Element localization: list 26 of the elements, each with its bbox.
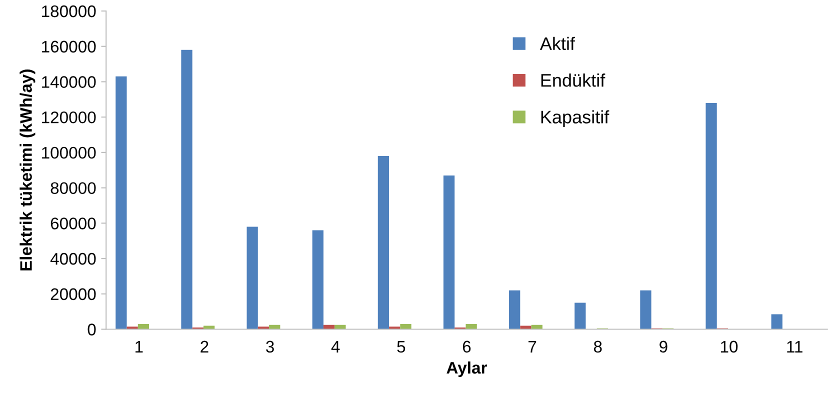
y-tick-label: 180000 — [42, 5, 96, 18]
x-tick-label: 2 — [200, 340, 208, 352]
legend-label: Endüktif — [541, 74, 606, 87]
y-tick-label: 0 — [88, 324, 96, 336]
y-tick-label: 140000 — [42, 76, 96, 88]
legend-label: Kapasitif — [541, 110, 610, 128]
x-tick-label: 3 — [266, 340, 274, 353]
x-tick-label: 11 — [787, 340, 802, 352]
x-tick-label: 10 — [720, 340, 738, 353]
y-tick-label: 40000 — [50, 252, 96, 265]
x-tick-label: 5 — [397, 340, 406, 353]
x-tick-label: 7 — [528, 340, 536, 352]
x-axis-title: Aylar — [446, 361, 488, 377]
y-tick-label: 120000 — [42, 111, 96, 124]
x-tick-label: 6 — [462, 340, 471, 353]
y-tick-label: 60000 — [50, 218, 96, 230]
x-tick-label: 1 — [136, 340, 143, 352]
x-tick-label: 4 — [331, 340, 340, 352]
y-tick-label: 160000 — [42, 40, 96, 53]
y-tick-label: 80000 — [50, 182, 96, 194]
x-tick-label: 9 — [660, 340, 668, 353]
y-axis-title: Elektrik tüketimi (kWh/ay) — [20, 70, 36, 270]
y-tick-label: 100000 — [42, 146, 96, 159]
x-tick-label: 8 — [594, 340, 602, 353]
y-tick-label: 20000 — [50, 288, 96, 300]
legend-label: Aktif — [540, 36, 576, 50]
